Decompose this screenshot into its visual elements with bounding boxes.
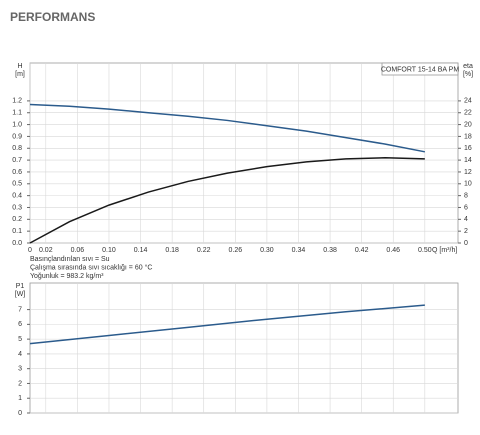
x-tick-label: 0.34	[292, 247, 306, 254]
y-tick-label: 1.0	[12, 121, 22, 128]
y-axis-label: [W]	[15, 291, 26, 298]
y-tick-label: 1.1	[12, 110, 22, 117]
y-tick-label: 6	[18, 321, 22, 328]
y2-tick-label: 10	[464, 181, 472, 188]
x-tick-label: 0.42	[355, 247, 369, 254]
x-tick-label: 0.26	[229, 247, 243, 254]
x-tick-label: 0.50	[418, 247, 432, 254]
y2-tick-label: 18	[464, 133, 472, 140]
y2-tick-label: 12	[464, 169, 472, 176]
y-tick-label: 0.5	[12, 181, 22, 188]
y-tick-label: 2	[18, 380, 22, 387]
x-tick-label: 0.14	[134, 247, 148, 254]
note: Çalışma sırasında sıvı sıcaklığı = 60 °C	[30, 263, 152, 271]
y2-axis-label: [%]	[463, 71, 473, 78]
data-line	[29, 304, 425, 345]
x-tick-label: 0.30	[260, 247, 274, 254]
data-line	[29, 103, 425, 153]
note: Basınçlandırılan sıvı = Su	[30, 256, 110, 263]
y-tick-label: 0.3	[12, 204, 22, 211]
x-tick-label: 0.22	[197, 247, 211, 254]
y-tick-label: 0.6	[12, 169, 22, 176]
x-tick-label: 0.38	[323, 247, 337, 254]
plot-area	[29, 282, 459, 414]
y-tick-label: 4	[18, 351, 22, 358]
y-tick-label: 1	[18, 395, 22, 402]
y-tick-label: 0.4	[12, 192, 22, 199]
y-axis-label: P1	[16, 283, 25, 290]
y2-tick-label: 2	[464, 228, 468, 235]
y-axis-label: H	[17, 63, 22, 70]
y-tick-label: 0.9	[12, 133, 22, 140]
y2-tick-label: 8	[464, 192, 468, 199]
x-tick-label: 0.18	[165, 247, 179, 254]
note: Yoğunluk = 983.2 kg/m³	[30, 273, 104, 280]
page-title: PERFORMANS	[10, 10, 95, 24]
y-axis-label: [m]	[15, 71, 25, 78]
y2-tick-label: 14	[464, 157, 472, 164]
y-tick-label: 0.7	[12, 157, 22, 164]
x-tick-label: 0.10	[102, 247, 116, 254]
x-tick-label: 0	[28, 247, 32, 254]
y-tick-label: 3	[18, 366, 22, 373]
y-tick-label: 0.2	[12, 216, 22, 223]
y2-tick-label: 20	[464, 121, 472, 128]
y-tick-label: 0.0	[12, 240, 22, 247]
y-tick-label: 0	[18, 410, 22, 417]
plot-area	[29, 62, 459, 244]
y-tick-label: 0.8	[12, 145, 22, 152]
y2-tick-label: 24	[464, 98, 472, 105]
legend-label: COMFORT 15-14 BA PM	[381, 66, 459, 73]
data-line	[29, 156, 425, 244]
y2-axis-label: eta	[463, 63, 473, 70]
x-tick-label: 0.06	[71, 247, 85, 254]
y2-tick-label: 6	[464, 204, 468, 211]
y-tick-label: 1.2	[12, 98, 22, 105]
legend-box	[381, 62, 459, 76]
y-tick-label: 7	[18, 306, 22, 313]
y-tick-label: 5	[18, 336, 22, 343]
y-tick-label: 0.1	[12, 228, 22, 235]
x-tick-label: 0.02	[39, 247, 53, 254]
y2-tick-label: 22	[464, 110, 472, 117]
x-axis-label: Q [m³/h]	[432, 247, 457, 254]
y2-tick-label: 0	[464, 240, 468, 247]
y2-tick-label: 4	[464, 216, 468, 223]
y2-tick-label: 16	[464, 145, 472, 152]
x-tick-label: 0.46	[386, 247, 400, 254]
